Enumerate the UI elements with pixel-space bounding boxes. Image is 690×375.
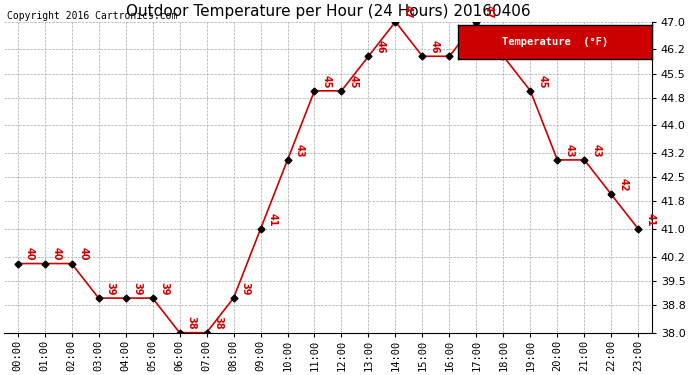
Text: 41: 41	[645, 213, 656, 226]
Text: 39: 39	[106, 282, 115, 296]
Text: 38: 38	[186, 316, 197, 330]
Text: Copyright 2016 Cartronics.com: Copyright 2016 Cartronics.com	[7, 11, 177, 21]
Text: 39: 39	[159, 282, 170, 296]
Title: Outdoor Temperature per Hour (24 Hours) 20160406: Outdoor Temperature per Hour (24 Hours) …	[126, 4, 531, 19]
Text: 42: 42	[618, 178, 629, 192]
Text: 39: 39	[132, 282, 143, 296]
Text: 38: 38	[213, 316, 224, 330]
Text: 40: 40	[79, 247, 88, 261]
Text: 40: 40	[52, 247, 61, 261]
Text: 45: 45	[538, 75, 547, 88]
Text: 43: 43	[591, 144, 601, 157]
Text: 46: 46	[456, 40, 466, 54]
Text: 40: 40	[25, 247, 34, 261]
Text: 43: 43	[295, 144, 304, 157]
Text: 43: 43	[564, 144, 574, 157]
Text: 47: 47	[484, 6, 493, 19]
Text: 46: 46	[375, 40, 386, 54]
Text: 41: 41	[268, 213, 277, 226]
Text: 46: 46	[429, 40, 440, 54]
Text: 45: 45	[348, 75, 358, 88]
Text: 47: 47	[402, 6, 413, 19]
Text: 45: 45	[322, 75, 331, 88]
Text: 46: 46	[511, 40, 520, 54]
Text: 39: 39	[241, 282, 250, 296]
